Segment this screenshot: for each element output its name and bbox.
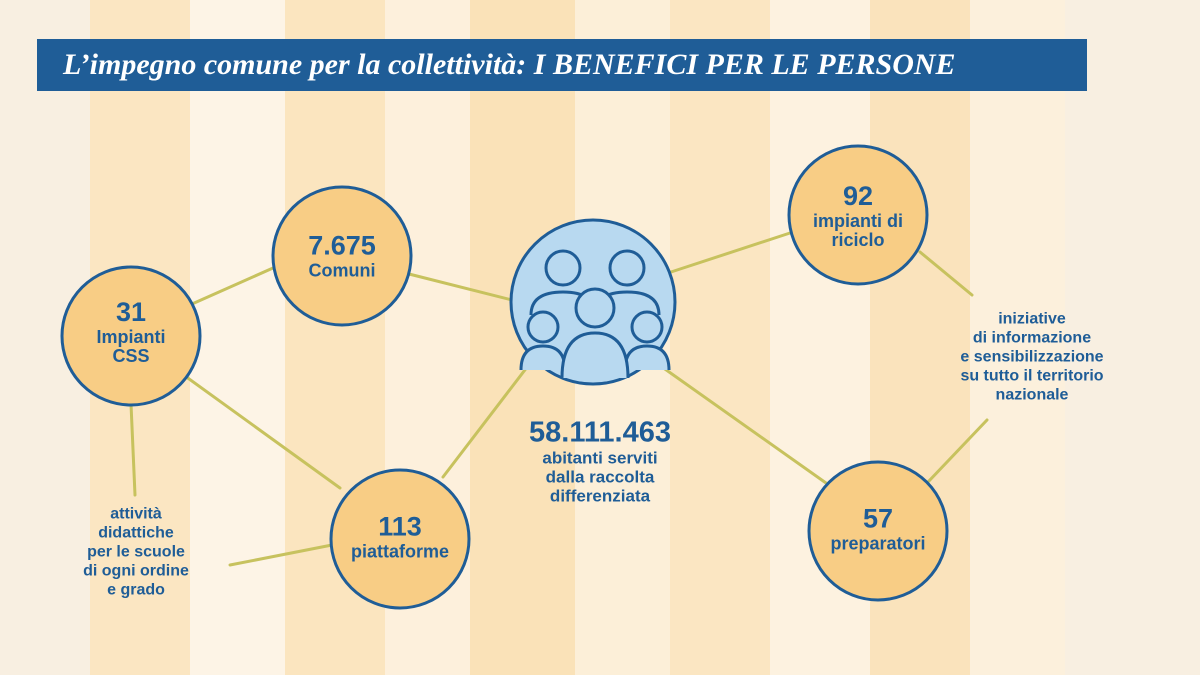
center-text-line: dalla raccolta bbox=[545, 467, 655, 487]
node-impianti-css: 31 Impianti CSS bbox=[86, 298, 176, 366]
connector-center-preparatori bbox=[653, 360, 828, 485]
connector-css-comuni bbox=[190, 266, 275, 306]
note-iniziative: iniziative di informazione e sensibilizz… bbox=[960, 310, 1103, 405]
title-banner: L’impegno comune per la collettività: I … bbox=[37, 39, 1087, 91]
note-iniziative-line: e sensibilizzazione bbox=[960, 348, 1104, 366]
node-piattaforme-value: 113 bbox=[378, 511, 422, 542]
note-didattiche-line: didattiche bbox=[98, 524, 174, 542]
connector-riciclo-iniziative bbox=[918, 250, 974, 297]
note-didattiche-line: per le scuole bbox=[87, 543, 185, 561]
node-preparatori-circle bbox=[807, 460, 949, 602]
node-preparatori-text: preparatori bbox=[830, 533, 926, 554]
node-impianti-css-text: Impianti CSS bbox=[96, 327, 166, 367]
page-title: L’impegno comune per la collettività: I … bbox=[63, 48, 956, 81]
note-iniziative-line: su tutto il territorio bbox=[960, 367, 1104, 385]
note-iniziative-line: iniziative bbox=[998, 310, 1066, 328]
note-iniziative-line: di informazione bbox=[972, 329, 1092, 347]
node-comuni-value: 7.675 bbox=[308, 230, 376, 261]
connector-comuni-center bbox=[407, 272, 514, 302]
node-impianti-css-value: 31 bbox=[115, 296, 147, 327]
node-piattaforme: 113 piattaforme bbox=[351, 512, 449, 561]
node-impianti-riciclo: 92 impianti di riciclo bbox=[813, 182, 903, 250]
connector-css-didattiche bbox=[129, 402, 137, 497]
center-text-line: differenziata bbox=[549, 486, 651, 506]
center-label: 58.111.463 abitanti serviti dalla raccol… bbox=[529, 417, 671, 506]
note-iniziative-line: nazionale bbox=[995, 386, 1069, 404]
node-comuni-circle bbox=[271, 185, 413, 327]
node-impianti-riciclo-text: impianti di riciclo bbox=[813, 211, 903, 251]
connector-css-piattaforme bbox=[183, 374, 342, 490]
node-comuni-text: Comuni bbox=[308, 260, 376, 281]
note-didattiche-line: attività bbox=[110, 505, 162, 523]
node-comuni: 7.675 Comuni bbox=[308, 231, 376, 280]
node-piattaforme-circle bbox=[329, 468, 471, 610]
connector-piattaforme-center bbox=[441, 360, 533, 479]
connector-iniziative-preparatori bbox=[926, 418, 989, 484]
node-impianti-css-circle bbox=[60, 265, 202, 407]
node-impianti-riciclo-circle bbox=[787, 144, 929, 286]
center-value: 58.111.463 bbox=[529, 416, 671, 449]
connector-didattiche-piattaforme bbox=[228, 543, 334, 567]
note-didattiche-line: di ogni ordine bbox=[83, 562, 189, 580]
node-piattaforme-text: piattaforme bbox=[350, 541, 450, 562]
note-didattiche: attività didattiche per le scuole di ogn… bbox=[83, 505, 189, 600]
people-group-icon bbox=[519, 249, 671, 379]
connector-center-riciclo bbox=[669, 231, 792, 274]
center-text-line: abitanti serviti bbox=[542, 448, 658, 468]
note-didattiche-line: e grado bbox=[107, 581, 165, 599]
node-preparatori: 57 preparatori bbox=[830, 504, 925, 553]
node-preparatori-value: 57 bbox=[862, 503, 894, 534]
node-impianti-riciclo-value: 92 bbox=[842, 180, 874, 211]
